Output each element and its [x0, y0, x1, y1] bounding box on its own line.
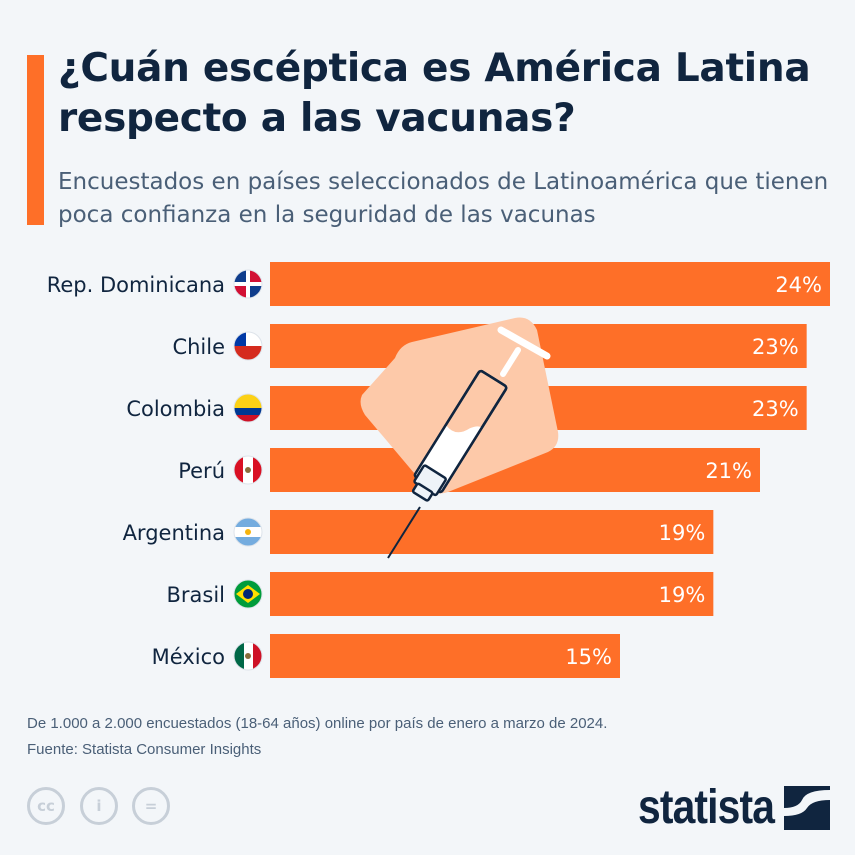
syringe-illustration — [360, 317, 559, 559]
bar — [270, 262, 830, 306]
cc-icon[interactable]: cc — [27, 787, 65, 825]
statista-logo[interactable]: statista — [614, 780, 830, 835]
flag-colombia-icon — [234, 394, 262, 422]
flag-brazil-icon — [234, 580, 262, 608]
bar — [270, 634, 620, 678]
statista-logo-icon — [784, 785, 830, 830]
bar — [270, 572, 714, 616]
value-label: 21% — [705, 459, 752, 483]
cc-nd-icon[interactable]: = — [132, 787, 170, 825]
flag-mexico-icon — [234, 642, 262, 670]
subtitle: Encuestados en países seleccionados de L… — [58, 169, 829, 228]
page-title: ¿Cuán escéptica es América Latina respec… — [58, 46, 811, 141]
category-label: Perú — [178, 459, 225, 483]
flag-peru-icon — [234, 456, 262, 484]
category-label: Brasil — [166, 583, 225, 607]
value-label: 24% — [775, 273, 822, 297]
category-label: Chile — [172, 335, 225, 359]
value-label: 19% — [659, 521, 706, 545]
source: Fuente: Statista Consumer Insights — [27, 741, 262, 758]
cc-by-icon[interactable]: i — [80, 787, 118, 825]
title-accent-bar — [27, 55, 44, 225]
flag-chile-icon — [234, 332, 262, 360]
category-label: Colombia — [126, 397, 225, 421]
syringe-icon — [387, 326, 551, 559]
brand-name: statista — [637, 781, 775, 834]
flag-argentina-icon — [234, 518, 262, 546]
value-label: 23% — [752, 335, 799, 359]
category-label: Rep. Dominicana — [47, 273, 225, 297]
category-label: Argentina — [123, 521, 225, 545]
bar — [270, 510, 714, 554]
category-label: México — [152, 645, 225, 669]
value-label: 19% — [659, 583, 706, 607]
value-label: 23% — [752, 397, 799, 421]
footnote: De 1.000 a 2.000 encuestados (18-64 años… — [27, 715, 608, 732]
bar-chart: 24% Rep. Dominicana 23% Chile 23% Colombia 21%… — [47, 262, 830, 678]
value-label: 15% — [565, 645, 612, 669]
